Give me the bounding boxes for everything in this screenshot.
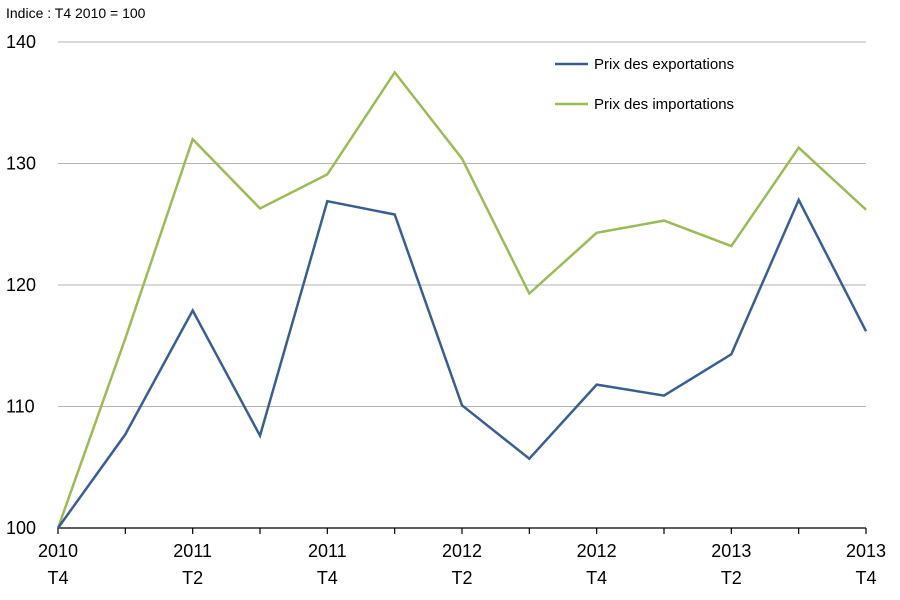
y-tick-label-100: 100: [6, 518, 36, 538]
x-tick-quarter: T4: [855, 568, 876, 588]
y-tick-label-130: 130: [6, 154, 36, 174]
legend: Prix des exportations Prix des importatio…: [555, 56, 734, 113]
tick-labels: 100 110 120 130 140 2010 T4 2011 T2 2011 T4 2012 T2 2…: [6, 32, 886, 588]
x-tick-year: 2012: [442, 541, 482, 561]
x-tick-year: 2012: [577, 541, 617, 561]
series-lines: [56, 70, 868, 529]
y-tick-label-120: 120: [6, 275, 36, 295]
x-tick-year: 2013: [711, 541, 751, 561]
x-tick-quarter: T4: [317, 568, 338, 588]
y-tick-label-140: 140: [6, 32, 36, 52]
x-tick-quarter: T4: [586, 568, 607, 588]
x-tick-quarter: T2: [721, 568, 742, 588]
x-tick-year: 2011: [308, 541, 347, 561]
x-tick-quarter: T2: [451, 568, 472, 588]
x-tick-year: 2013: [846, 541, 886, 561]
y-tick-label-110: 110: [6, 397, 35, 417]
series-line-exports: [56, 196, 868, 529]
x-tick-year: 2011: [173, 541, 212, 561]
unit-label: Indice : T4 2010 = 100: [6, 5, 146, 21]
legend-label-imports: Prix des importations: [594, 96, 734, 113]
x-axis: [57, 527, 867, 534]
legend-label-exports: Prix des exportations: [594, 56, 734, 73]
series-line-imports: [56, 70, 867, 529]
x-tick-quarter: T2: [182, 568, 203, 588]
x-tick-quarter: T4: [47, 568, 68, 588]
x-tick-year: 2010: [38, 541, 78, 561]
